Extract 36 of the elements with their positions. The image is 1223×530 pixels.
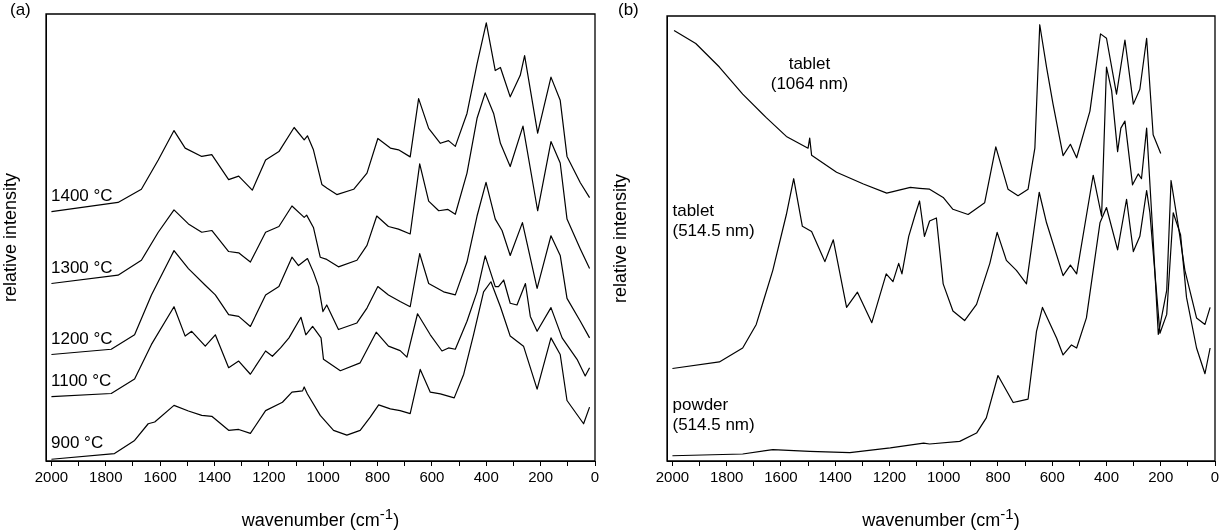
x-tick-label: 600	[419, 468, 445, 486]
x-tick-label: 800	[365, 468, 391, 486]
x-tick-label: 1400	[197, 468, 232, 486]
x-axis-title: wavenumber (cm$^{-1}$)	[861, 505, 1021, 530]
series-label: 1400 °C	[51, 185, 113, 205]
x-tick-label: 200	[528, 468, 554, 486]
chart-title: (b)	[618, 0, 639, 20]
series-label: 1100 °C	[51, 370, 112, 390]
x-tick-label: 1000	[927, 468, 961, 486]
x-axis-title: wavenumber (cm$^{-1}$)	[240, 505, 401, 530]
x-tick-label: 2000	[655, 468, 690, 486]
x-tick-label: 200	[1148, 468, 1174, 486]
series-label: powder (514.5 nm)	[672, 394, 755, 434]
x-tick-label: 1200	[252, 468, 286, 486]
series-label: 900 °C	[51, 433, 104, 453]
x-tick-label: 400	[473, 468, 499, 486]
x-tick-label: 600	[1039, 468, 1065, 486]
x-tick-label: 800	[985, 468, 1011, 486]
chart-title: (a)	[10, 0, 31, 20]
series-label: 1300 °C	[51, 257, 113, 277]
x-tick-label: 0	[590, 468, 600, 486]
x-tick-label: 1800	[710, 468, 744, 486]
x-tick-label: 400	[1093, 468, 1119, 486]
x-tick-label: 1600	[143, 468, 177, 486]
series-label: tablet (1064 nm)	[770, 54, 849, 94]
series-label: 1200 °C	[51, 328, 113, 348]
y-axis-title: relative intensity	[0, 172, 20, 303]
x-tick-label: 2000	[34, 468, 69, 486]
x-tick-label: 1800	[89, 468, 123, 486]
x-tick-label: 1400	[818, 468, 852, 486]
x-tick-label: 1600	[764, 468, 798, 486]
series-label: tablet (514.5 nm)	[672, 201, 755, 241]
y-axis-title: relative intensity	[609, 173, 630, 304]
x-tick-label: 1200	[872, 468, 907, 486]
x-tick-label: 1000	[306, 468, 340, 486]
x-tick-label: 0	[1210, 468, 1220, 486]
